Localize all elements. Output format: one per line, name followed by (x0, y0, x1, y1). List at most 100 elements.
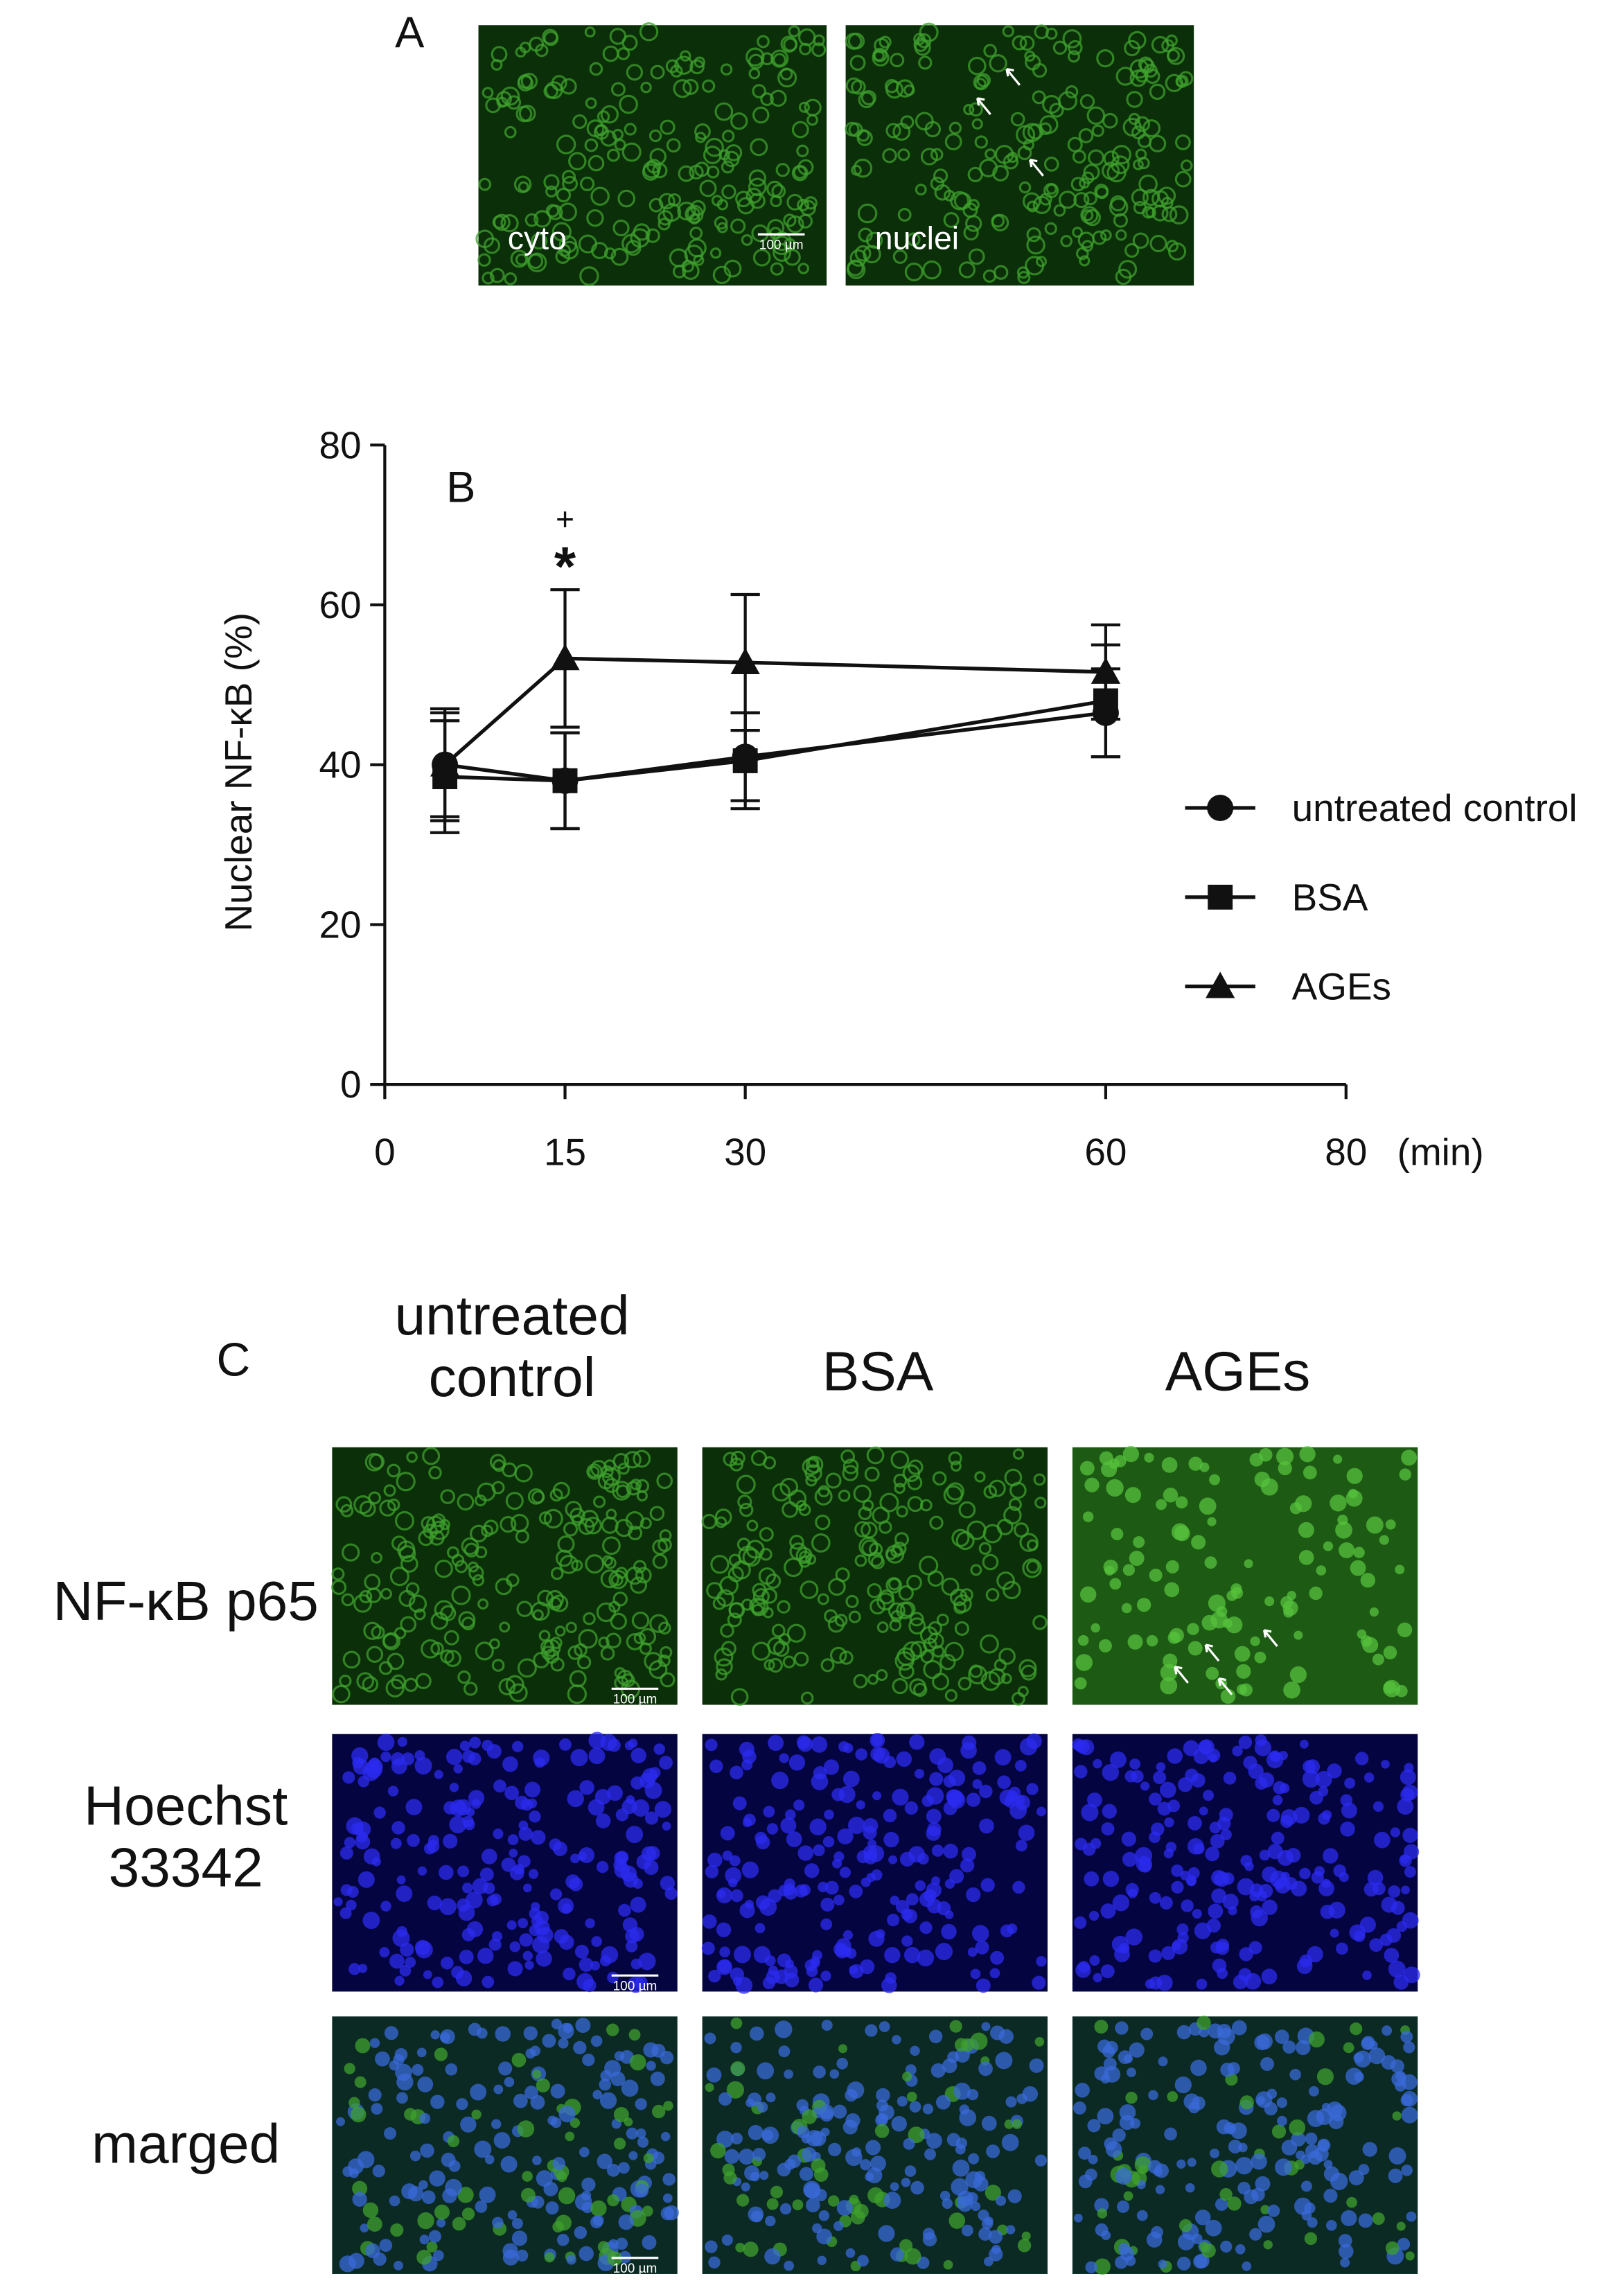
cell (556, 2171, 567, 2183)
cell (853, 158, 873, 178)
cell (1359, 1916, 1376, 1933)
cell (1094, 184, 1109, 198)
cell (1193, 2254, 1208, 2269)
cell (1077, 231, 1095, 249)
cell (870, 2156, 886, 2172)
cell (1177, 1932, 1189, 1943)
cell (1335, 1522, 1352, 1539)
cell (1083, 164, 1100, 181)
cell (1140, 2027, 1154, 2040)
cell (1281, 2140, 1298, 2156)
cell (744, 2165, 760, 2181)
cell (1239, 1683, 1253, 1697)
cell (495, 2026, 511, 2042)
cell (994, 265, 1009, 280)
row-label: marged (91, 2113, 280, 2175)
cell (536, 1950, 552, 1967)
cell (612, 1592, 628, 1607)
cell (858, 227, 873, 243)
cell (716, 1658, 733, 1675)
cell (832, 2104, 847, 2119)
cell (387, 1786, 399, 1797)
x-tick-label: 60 (1084, 1130, 1127, 1173)
cell (833, 2221, 844, 2231)
cell (524, 2086, 538, 2099)
cell (576, 1973, 594, 1991)
cell (1283, 1681, 1300, 1699)
cell (748, 169, 766, 187)
cell (578, 1629, 598, 1649)
cell (747, 2092, 762, 2107)
cell (519, 1933, 533, 1947)
cell (1346, 1467, 1363, 1484)
cell (906, 2091, 917, 2102)
cell (983, 1485, 998, 1499)
cell (523, 1883, 532, 1893)
cell (1405, 2251, 1415, 2261)
cell (613, 2106, 629, 2122)
cell (1121, 1603, 1132, 1614)
cell (1304, 2232, 1318, 2246)
cell (804, 1959, 818, 1972)
cell (739, 1903, 755, 1919)
cell (554, 1625, 566, 1637)
cell (1293, 1806, 1310, 1824)
cell (439, 1898, 457, 1916)
cell (1287, 1590, 1296, 1601)
cell (532, 2069, 542, 2079)
cell (515, 1529, 529, 1544)
marker (1207, 795, 1234, 822)
cell (1372, 1653, 1384, 1666)
cell (556, 2234, 570, 2246)
cell (615, 1567, 628, 1579)
cell (543, 174, 560, 191)
cell (901, 2178, 911, 2187)
cell (906, 232, 921, 247)
cell (728, 1878, 738, 1888)
cell (888, 1578, 901, 1591)
cell (714, 1508, 732, 1526)
cell (575, 2018, 591, 2034)
y-tick-label: 20 (319, 903, 362, 946)
cell (1353, 1930, 1366, 1942)
cell (798, 1504, 811, 1517)
cell (1392, 2111, 1402, 2121)
cell (1001, 2133, 1019, 2151)
cell (888, 1602, 906, 1620)
cell (662, 2173, 676, 2186)
cell (894, 1532, 910, 1547)
y-axis-label: Nuclear NF-κB (%) (217, 612, 260, 932)
cell (948, 121, 962, 134)
cell (1291, 1880, 1307, 1897)
cell (960, 1742, 977, 1759)
cell (970, 2032, 988, 2050)
cell (415, 1941, 433, 1959)
cell (1179, 2219, 1192, 2232)
cell (353, 1594, 372, 1613)
cell (1067, 136, 1083, 152)
cell (563, 1967, 576, 1981)
cell (820, 2127, 830, 2137)
cell (949, 1588, 968, 1607)
cell (883, 2192, 901, 2209)
cell (1156, 1499, 1167, 1510)
cell (922, 2228, 935, 2240)
cell (373, 1806, 386, 1819)
cell (545, 204, 560, 218)
cell (1348, 2170, 1364, 2186)
cell (472, 1574, 485, 1587)
cell (907, 1474, 923, 1490)
cell (1007, 2189, 1022, 2203)
cell (822, 1836, 835, 1848)
cell (726, 2081, 744, 2099)
cell (1118, 260, 1138, 279)
cell (678, 165, 695, 182)
cell (777, 1953, 792, 1968)
cell (1239, 2095, 1254, 2110)
cell (1072, 227, 1084, 238)
cell (439, 1865, 454, 1880)
cell (439, 1519, 450, 1531)
cell (752, 1641, 771, 1661)
cell (1129, 1551, 1145, 1567)
cell (823, 1759, 840, 1775)
